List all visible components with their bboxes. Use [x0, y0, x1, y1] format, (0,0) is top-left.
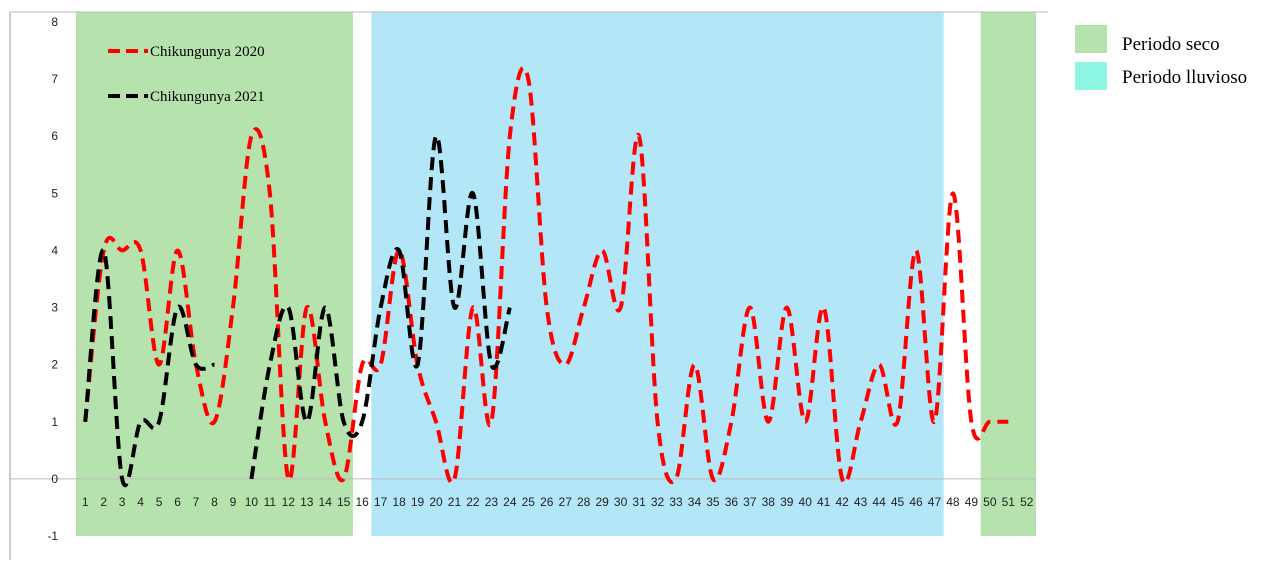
x-tick-label: 16 [355, 495, 369, 509]
x-tick-label: 31 [632, 495, 646, 509]
y-tick-label: 4 [51, 243, 58, 257]
legend-label-2021: Chikungunya 2021 [150, 89, 265, 105]
x-tick-label: 45 [891, 495, 905, 509]
x-tick-label: 6 [174, 495, 181, 509]
period-bands [76, 12, 1036, 536]
x-tick-label: 18 [392, 495, 406, 509]
y-tick-label: 8 [51, 15, 58, 29]
x-tick-label: 49 [965, 495, 979, 509]
x-tick-label: 1 [82, 495, 89, 509]
x-tick-label: 21 [448, 495, 462, 509]
y-tick-label: 2 [51, 358, 58, 372]
x-tick-label: 51 [1002, 495, 1016, 509]
legend-label-rainy: Periodo lluvioso [1122, 67, 1247, 88]
period-band-0 [76, 12, 353, 536]
x-tick-label: 43 [854, 495, 868, 509]
x-tick-label: 9 [230, 495, 237, 509]
x-tick-label: 2 [100, 495, 107, 509]
x-tick-label: 33 [669, 495, 683, 509]
x-tick-label: 48 [946, 495, 960, 509]
x-tick-label: 19 [411, 495, 425, 509]
chart-legend: Chikungunya 2020 Chikungunya 2021 [108, 44, 265, 105]
x-tick-label: 12 [282, 495, 296, 509]
x-tick-label: 4 [137, 495, 144, 509]
x-tick-label: 30 [614, 495, 628, 509]
x-tick-label: 8 [211, 495, 218, 509]
x-tick-label: 40 [799, 495, 813, 509]
legend-label-dry: Periodo seco [1122, 34, 1220, 55]
y-tick-label: 7 [51, 72, 58, 86]
x-tick-label: 37 [743, 495, 757, 509]
x-tick-label: 41 [817, 495, 831, 509]
series-line-0-segment-0 [83, 65, 1009, 485]
x-tick-label: 27 [559, 495, 573, 509]
y-tick-label: 5 [51, 186, 58, 200]
x-tick-label: 5 [156, 495, 163, 509]
x-tick-label: 24 [503, 495, 517, 509]
x-tick-label: 52 [1020, 495, 1034, 509]
y-tick-label: 6 [51, 129, 58, 143]
x-tick-label: 39 [780, 495, 794, 509]
x-tick-label: 34 [688, 495, 702, 509]
x-tick-label: 42 [835, 495, 849, 509]
x-tick-label: 7 [193, 495, 200, 509]
x-tick-label: 3 [119, 495, 126, 509]
x-tick-label: 23 [485, 495, 499, 509]
legend-swatch-rainy [1075, 62, 1107, 90]
x-tick-label: 36 [725, 495, 739, 509]
x-tick-label: 15 [337, 495, 351, 509]
period-band-1 [371, 12, 944, 536]
x-tick-label: 13 [300, 495, 314, 509]
series-lines [83, 65, 1009, 488]
x-tick-label: 22 [466, 495, 480, 509]
period-legend: Periodo seco Periodo lluvioso [1075, 25, 1247, 90]
x-tick-label: 28 [577, 495, 591, 509]
legend-swatch-dry [1075, 25, 1107, 53]
x-tick-label: 46 [909, 495, 923, 509]
legend-label-2020: Chikungunya 2020 [150, 44, 265, 60]
x-tick-label: 44 [872, 495, 886, 509]
x-tick-label: 14 [319, 495, 333, 509]
series-line-1-segment-0 [83, 248, 215, 488]
x-tick-label: 35 [706, 495, 720, 509]
series-line-1-segment-1 [249, 134, 512, 480]
x-tick-label: 50 [983, 495, 997, 509]
y-tick-label: 0 [51, 472, 58, 486]
axes [9, 11, 1048, 560]
x-tick-label: 20 [429, 495, 443, 509]
x-tick-label: 10 [245, 495, 259, 509]
y-tick-label: 1 [51, 415, 58, 429]
x-tick-label: 29 [595, 495, 609, 509]
x-tick-label: 25 [522, 495, 536, 509]
x-tick-label: 11 [264, 495, 277, 509]
x-tick-label: 47 [928, 495, 942, 509]
x-tick-label: 26 [540, 495, 554, 509]
x-tick-labels: 1 2 3 4 5 6 7 8 9 10 11 12 13 14 15 16 17 18 19 20 21 22 23 24 2… [82, 495, 1034, 509]
period-band-2 [980, 12, 1036, 536]
y-tick-label: -1 [47, 529, 58, 543]
y-tick-label: 3 [51, 301, 58, 315]
y-tick-labels: -1 0 1 2 3 4 5 6 7 8 [47, 15, 58, 543]
x-tick-label: 17 [374, 495, 388, 509]
x-tick-label: 38 [762, 495, 776, 509]
x-tick-label: 32 [651, 495, 665, 509]
